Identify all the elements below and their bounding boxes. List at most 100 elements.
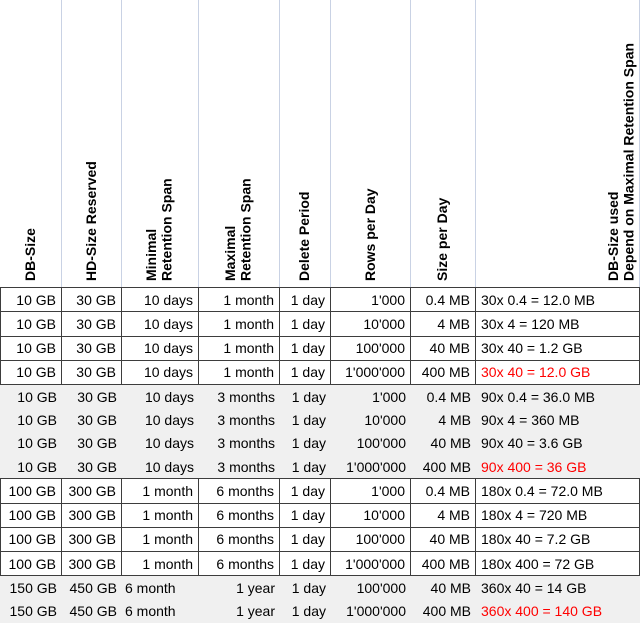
cell-minimal-retention[interactable]: 1 month [122,552,199,576]
cell-minimal-retention[interactable]: 1 month [122,527,199,552]
cell-minimal-retention[interactable]: 1 month [122,479,199,503]
cell-delete-period[interactable]: 1 day [291,435,326,452]
cell-delete-period[interactable]: 1 day [280,360,331,385]
cell-size-per-day[interactable]: 400 MB [422,603,471,620]
cell-hd-size-reserved[interactable]: 30 GB [77,388,117,405]
column-header-db-size-used[interactable]: DB-Size used Depend on Maximal Retention… [476,0,640,287]
cell-hd-size-reserved[interactable]: 30 GB [62,360,122,385]
cell-rows-per-day[interactable]: 1'000 [372,388,406,405]
cell-rows-per-day[interactable]: 1'000'000 [346,458,406,475]
cell-db-size[interactable]: 10 GB [17,458,57,475]
cell-db-size-used[interactable]: 30x 40 = 12.0 GB [476,360,640,385]
cell-rows-per-day[interactable]: 100'000 [331,527,411,552]
cell-db-size[interactable]: 100 GB [0,527,62,552]
cell-db-size[interactable]: 10 GB [0,336,62,360]
cell-rows-per-day[interactable]: 1'000 [331,479,411,503]
cell-db-size-used[interactable]: 180x 40 = 7.2 GB [476,527,640,552]
cell-minimal-retention[interactable]: 6 month [125,603,176,620]
cell-delete-period[interactable]: 1 day [291,388,326,405]
cell-maximal-retention[interactable]: 6 months [199,503,280,527]
cell-minimal-retention[interactable]: 6 month [125,580,176,597]
cell-db-size[interactable]: 10 GB [17,435,57,452]
cell-minimal-retention[interactable]: 10 days [122,288,199,312]
cell-size-per-day[interactable]: 0.4 MB [411,288,476,312]
column-header-size-per-day[interactable]: Size per Day [411,0,476,287]
cell-delete-period[interactable]: 1 day [280,479,331,503]
cell-db-size[interactable]: 100 GB [0,479,62,503]
cell-db-size-used[interactable]: 180x 400 = 72 GB [476,552,640,576]
cell-minimal-retention[interactable]: 10 days [122,336,199,360]
cell-rows-per-day[interactable]: 100'000 [356,580,406,597]
cell-maximal-retention[interactable]: 1 month [199,288,280,312]
cell-hd-size-reserved[interactable]: 30 GB [77,412,117,429]
cell-minimal-retention[interactable]: 10 days [144,388,194,405]
cell-maximal-retention[interactable]: 1 month [199,336,280,360]
cell-db-size-used[interactable]: 180x 0.4 = 72.0 MB [476,479,640,503]
cell-maximal-retention[interactable]: 6 months [199,527,280,552]
cell-maximal-retention[interactable]: 1 year [236,603,275,620]
cell-maximal-retention[interactable]: 1 month [199,312,280,336]
cell-rows-per-day[interactable]: 1'000'000 [346,603,406,620]
cell-delete-period[interactable]: 1 day [280,503,331,527]
cell-rows-per-day[interactable]: 10'000 [331,503,411,527]
cell-rows-per-day[interactable]: 100'000 [356,435,406,452]
cell-delete-period[interactable]: 1 day [291,458,326,475]
cell-db-size-used[interactable]: 90x 40 = 3.6 GB [481,435,583,452]
cell-delete-period[interactable]: 1 day [280,288,331,312]
cell-hd-size-reserved[interactable]: 30 GB [77,435,117,452]
cell-size-per-day[interactable]: 400 MB [411,360,476,385]
cell-size-per-day[interactable]: 40 MB [411,527,476,552]
cell-db-size-used[interactable]: 30x 4 = 120 MB [476,312,640,336]
cell-size-per-day[interactable]: 40 MB [430,435,471,452]
cell-maximal-retention[interactable]: 3 months [217,458,275,475]
cell-delete-period[interactable]: 1 day [280,552,331,576]
cell-db-size[interactable]: 10 GB [0,312,62,336]
cell-maximal-retention[interactable]: 1 year [236,580,275,597]
cell-maximal-retention[interactable]: 3 months [217,412,275,429]
cell-db-size-used[interactable]: 90x 400 = 36 GB [481,458,587,475]
cell-size-per-day[interactable]: 400 MB [411,552,476,576]
cell-maximal-retention[interactable]: 3 months [217,388,275,405]
cell-rows-per-day[interactable]: 1'000'000 [331,552,411,576]
cell-db-size-used[interactable]: 90x 0.4 = 36.0 MB [481,388,596,405]
cell-maximal-retention[interactable]: 1 month [199,360,280,385]
cell-minimal-retention[interactable]: 10 days [144,412,194,429]
cell-db-size[interactable]: 150 GB [9,580,57,597]
column-header-minimal-retention[interactable]: Minimal Retention Span [122,0,199,287]
cell-size-per-day[interactable]: 0.4 MB [411,479,476,503]
cell-maximal-retention[interactable]: 3 months [217,435,275,452]
column-header-delete-period[interactable]: Delete Period [280,0,331,287]
cell-maximal-retention[interactable]: 6 months [199,552,280,576]
cell-delete-period[interactable]: 1 day [291,603,326,620]
cell-db-size[interactable]: 10 GB [17,388,57,405]
cell-hd-size-reserved[interactable]: 30 GB [62,312,122,336]
cell-minimal-retention[interactable]: 10 days [122,360,199,385]
cell-minimal-retention[interactable]: 1 month [122,503,199,527]
cell-minimal-retention[interactable]: 10 days [122,312,199,336]
cell-db-size[interactable]: 10 GB [0,288,62,312]
cell-minimal-retention[interactable]: 10 days [144,435,194,452]
cell-size-per-day[interactable]: 4 MB [411,312,476,336]
cell-rows-per-day[interactable]: 1'000 [331,288,411,312]
cell-db-size[interactable]: 150 GB [9,603,57,620]
cell-rows-per-day[interactable]: 100'000 [331,336,411,360]
cell-minimal-retention[interactable]: 10 days [144,458,194,475]
cell-hd-size-reserved[interactable]: 300 GB [62,552,122,576]
cell-size-per-day[interactable]: 400 MB [422,458,471,475]
cell-size-per-day[interactable]: 4 MB [411,503,476,527]
cell-db-size-used[interactable]: 180x 4 = 720 MB [476,503,640,527]
cell-hd-size-reserved[interactable]: 450 GB [69,603,117,620]
cell-size-per-day[interactable]: 0.4 MB [426,388,471,405]
cell-db-size[interactable]: 10 GB [0,360,62,385]
cell-db-size[interactable]: 100 GB [0,552,62,576]
cell-rows-per-day[interactable]: 1'000'000 [331,360,411,385]
cell-maximal-retention[interactable]: 6 months [199,479,280,503]
cell-hd-size-reserved[interactable]: 300 GB [62,527,122,552]
cell-size-per-day[interactable]: 4 MB [438,412,471,429]
cell-rows-per-day[interactable]: 10'000 [331,312,411,336]
column-header-db-size[interactable]: DB-Size [0,0,62,287]
cell-db-size-used[interactable]: 30x 40 = 1.2 GB [476,336,640,360]
cell-db-size-used[interactable]: 360x 400 = 140 GB [481,603,603,620]
cell-hd-size-reserved[interactable]: 30 GB [62,288,122,312]
cell-hd-size-reserved[interactable]: 300 GB [62,479,122,503]
